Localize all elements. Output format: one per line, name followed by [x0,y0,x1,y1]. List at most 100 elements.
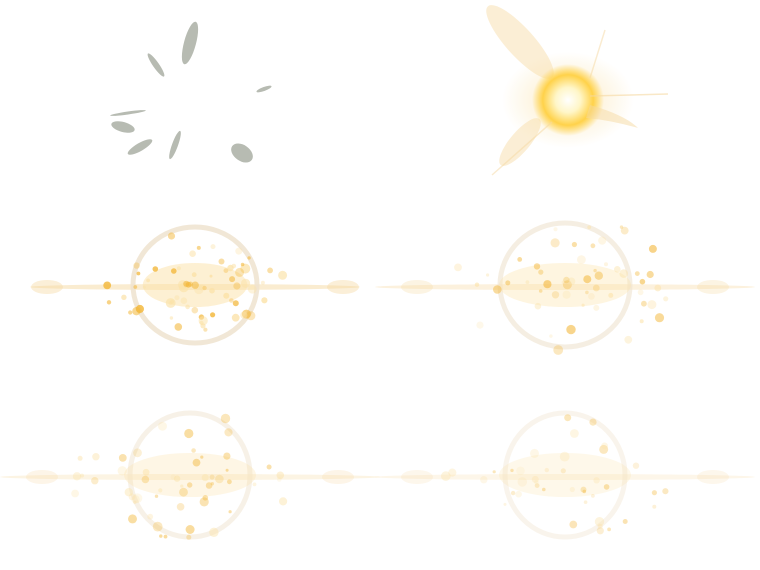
spark [223,292,230,299]
spark [516,466,525,476]
spark [203,327,208,332]
spark [607,527,611,532]
spark [124,488,133,497]
spark [142,468,150,476]
spark [585,290,589,295]
spark [454,263,462,272]
spark [159,534,163,538]
spark [503,502,507,506]
spark [167,232,176,240]
spark [525,280,530,284]
spark [563,276,570,284]
spark [228,510,232,514]
spark [174,295,180,301]
spark [654,313,665,323]
burst-ray-up [589,29,606,79]
spark [142,285,146,289]
spark [240,311,248,319]
streak-end-right [327,280,359,294]
spark [267,267,273,274]
spark [589,418,597,426]
spark [158,421,167,431]
spark [224,428,233,437]
spark [117,466,128,476]
spark [225,468,229,472]
spark [599,444,609,454]
spark [202,285,207,291]
spark [624,335,633,344]
spark [596,527,604,535]
spark [476,321,484,329]
spark [587,225,592,230]
spark [185,304,190,310]
spark [474,282,480,287]
burst-core [532,64,604,136]
spark [276,471,285,480]
spark [577,255,586,264]
spark [220,413,231,424]
spark [544,467,549,473]
streak-end-left [401,470,433,484]
spark [209,527,219,537]
spark [77,455,83,461]
spark [662,488,669,495]
spark [189,250,196,257]
spark [210,312,216,318]
spark [229,298,234,303]
spark [218,258,225,265]
spark [559,451,570,462]
spark [583,275,592,284]
spark [619,269,628,278]
spark [441,471,451,481]
spark [531,475,539,483]
spark [179,487,188,497]
spark [543,280,552,289]
burst-ray-right [589,93,669,97]
spark [132,493,143,503]
spark [154,494,159,498]
shard-top [181,21,199,65]
spark [183,280,190,287]
shard-left [111,121,135,133]
spark [209,274,213,278]
spark [598,236,607,245]
spark [103,281,112,290]
spark [654,284,662,292]
spark [663,296,669,302]
spark [542,487,546,492]
spark [562,280,572,290]
spark [567,277,576,286]
spark [133,500,137,504]
shock-ring [130,224,260,346]
shock-ring [497,220,633,350]
spark [170,474,176,480]
shard-left-thin [110,110,146,116]
spark [133,285,138,289]
spark [210,244,216,250]
spark [553,345,564,355]
spark [510,468,514,473]
spark [227,479,232,485]
spark [209,474,215,480]
spark [553,227,558,232]
spark [163,534,168,539]
spark [231,313,240,322]
shard-bottom [169,130,181,160]
spark [593,268,597,273]
spark [260,280,265,285]
spark [580,486,587,493]
spark [530,448,539,458]
spark [192,458,201,467]
spark [639,278,646,285]
shard-bottom-right [231,143,253,163]
spark [582,489,587,494]
horizon-streak [0,474,380,480]
spark [132,307,141,316]
spark [608,292,614,298]
spark [187,482,193,488]
spark [534,483,540,488]
spark [566,324,576,335]
horizon-streak [375,474,755,480]
shard-bottom-left [127,139,153,155]
spark [634,271,640,276]
